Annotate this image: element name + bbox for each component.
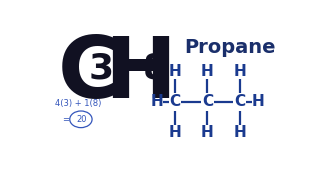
Text: H: H — [169, 125, 181, 140]
Text: H: H — [169, 64, 181, 79]
Text: H: H — [201, 64, 214, 79]
Text: C: C — [202, 94, 213, 109]
Text: H: H — [233, 125, 246, 140]
Text: H: H — [104, 33, 177, 116]
Text: C: C — [234, 94, 245, 109]
Text: 20: 20 — [76, 115, 86, 124]
Text: =: = — [62, 115, 69, 124]
Text: 3: 3 — [88, 51, 114, 85]
Text: 8: 8 — [143, 51, 168, 85]
Text: Propane: Propane — [184, 38, 275, 57]
Text: H: H — [201, 125, 214, 140]
Text: H: H — [233, 64, 246, 79]
Text: H: H — [150, 94, 163, 109]
Text: H: H — [252, 94, 265, 109]
Text: C: C — [170, 94, 181, 109]
Text: C: C — [57, 33, 121, 116]
Text: 4(3) + 1(8): 4(3) + 1(8) — [55, 98, 101, 107]
